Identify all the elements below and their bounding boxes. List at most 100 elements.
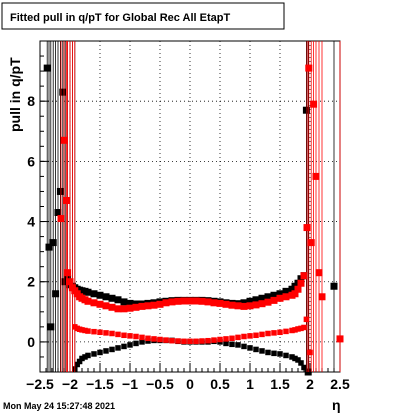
data-point	[265, 330, 271, 337]
data-point	[264, 298, 272, 306]
data-point	[315, 269, 323, 277]
data-point	[301, 324, 307, 331]
x-tick-label: 2.5	[330, 376, 350, 392]
data-point	[62, 196, 70, 204]
data-point	[276, 290, 284, 298]
x-tick-label: 0.5	[210, 376, 230, 392]
data-point	[132, 303, 140, 311]
data-point	[127, 333, 133, 339]
data-point	[205, 337, 211, 344]
data-point	[76, 358, 83, 365]
data-point	[259, 331, 265, 338]
data-point	[246, 297, 254, 305]
data-point	[54, 209, 62, 217]
data-point	[174, 297, 182, 305]
data-point	[295, 326, 301, 332]
data-point	[247, 345, 253, 351]
data-point	[330, 282, 338, 290]
data-point	[210, 299, 218, 307]
x-tick-label: −1.5	[86, 376, 114, 392]
data-point	[235, 334, 241, 341]
data-point	[64, 269, 72, 277]
data-point	[66, 278, 74, 286]
y-tick-label: 6	[27, 153, 35, 169]
data-point	[318, 293, 326, 301]
data-point	[59, 88, 67, 96]
data-point	[234, 302, 242, 310]
data-point	[253, 332, 259, 339]
data-point	[307, 349, 313, 356]
chart-title: Fitted pull in q/pT for Global Rec All E…	[10, 12, 230, 24]
data-point	[228, 301, 236, 309]
data-point	[252, 301, 260, 309]
data-point	[96, 300, 104, 308]
data-point	[60, 136, 68, 144]
data-point	[283, 352, 289, 359]
y-tick-label: 4	[27, 214, 35, 230]
data-point	[102, 302, 110, 310]
data-point	[85, 328, 91, 334]
data-point	[246, 302, 254, 310]
data-point	[277, 351, 283, 357]
data-point	[307, 239, 315, 247]
data-point	[253, 346, 259, 353]
plot-frame	[39, 40, 341, 373]
x-tick-label: 1	[246, 376, 254, 392]
data-point	[291, 290, 299, 298]
data-point	[282, 287, 290, 295]
data-point	[120, 305, 128, 313]
data-point	[139, 339, 145, 345]
data-point	[114, 296, 122, 304]
data-point	[145, 335, 151, 342]
data-point	[133, 333, 139, 340]
data-point	[217, 336, 223, 343]
data-point	[292, 327, 298, 333]
y-tick-label: 2	[27, 274, 35, 290]
data-point	[240, 299, 248, 307]
x-tick-label: 0	[186, 376, 194, 392]
data-point	[45, 243, 53, 251]
x-axis-label: η	[332, 397, 341, 413]
data-point	[297, 279, 305, 287]
data-point	[303, 224, 311, 232]
data-point	[126, 304, 134, 312]
data-point	[199, 338, 205, 344]
data-point	[292, 355, 298, 362]
data-point	[151, 336, 157, 342]
x-tick-label: 1.5	[270, 376, 290, 392]
data-point	[90, 290, 98, 298]
data-markers	[43, 41, 344, 376]
data-point	[259, 348, 265, 354]
data-point	[277, 329, 283, 336]
data-point	[223, 336, 229, 342]
data-point	[96, 291, 104, 299]
data-point	[103, 348, 109, 354]
data-point	[258, 294, 266, 302]
data-point	[193, 338, 199, 345]
data-point	[252, 296, 260, 304]
data-point	[97, 349, 103, 356]
data-point	[336, 335, 344, 343]
data-point	[198, 297, 206, 305]
y-axis-label: pull in q/pT	[7, 57, 23, 132]
data-point	[43, 64, 51, 72]
data-point	[229, 341, 235, 348]
x-tick-label: 2	[306, 376, 314, 392]
data-point	[303, 316, 310, 323]
data-point	[91, 328, 97, 335]
data-point	[310, 100, 318, 108]
data-point	[79, 327, 85, 333]
data-point	[187, 338, 193, 345]
data-point	[229, 335, 235, 342]
data-point	[265, 349, 271, 356]
data-point	[192, 297, 200, 305]
data-point	[271, 350, 277, 357]
data-point	[180, 297, 188, 305]
data-point	[108, 294, 116, 302]
data-point	[175, 338, 181, 344]
data-point	[289, 327, 295, 334]
data-point	[295, 357, 301, 363]
data-point	[79, 355, 85, 362]
data-point	[138, 302, 146, 310]
